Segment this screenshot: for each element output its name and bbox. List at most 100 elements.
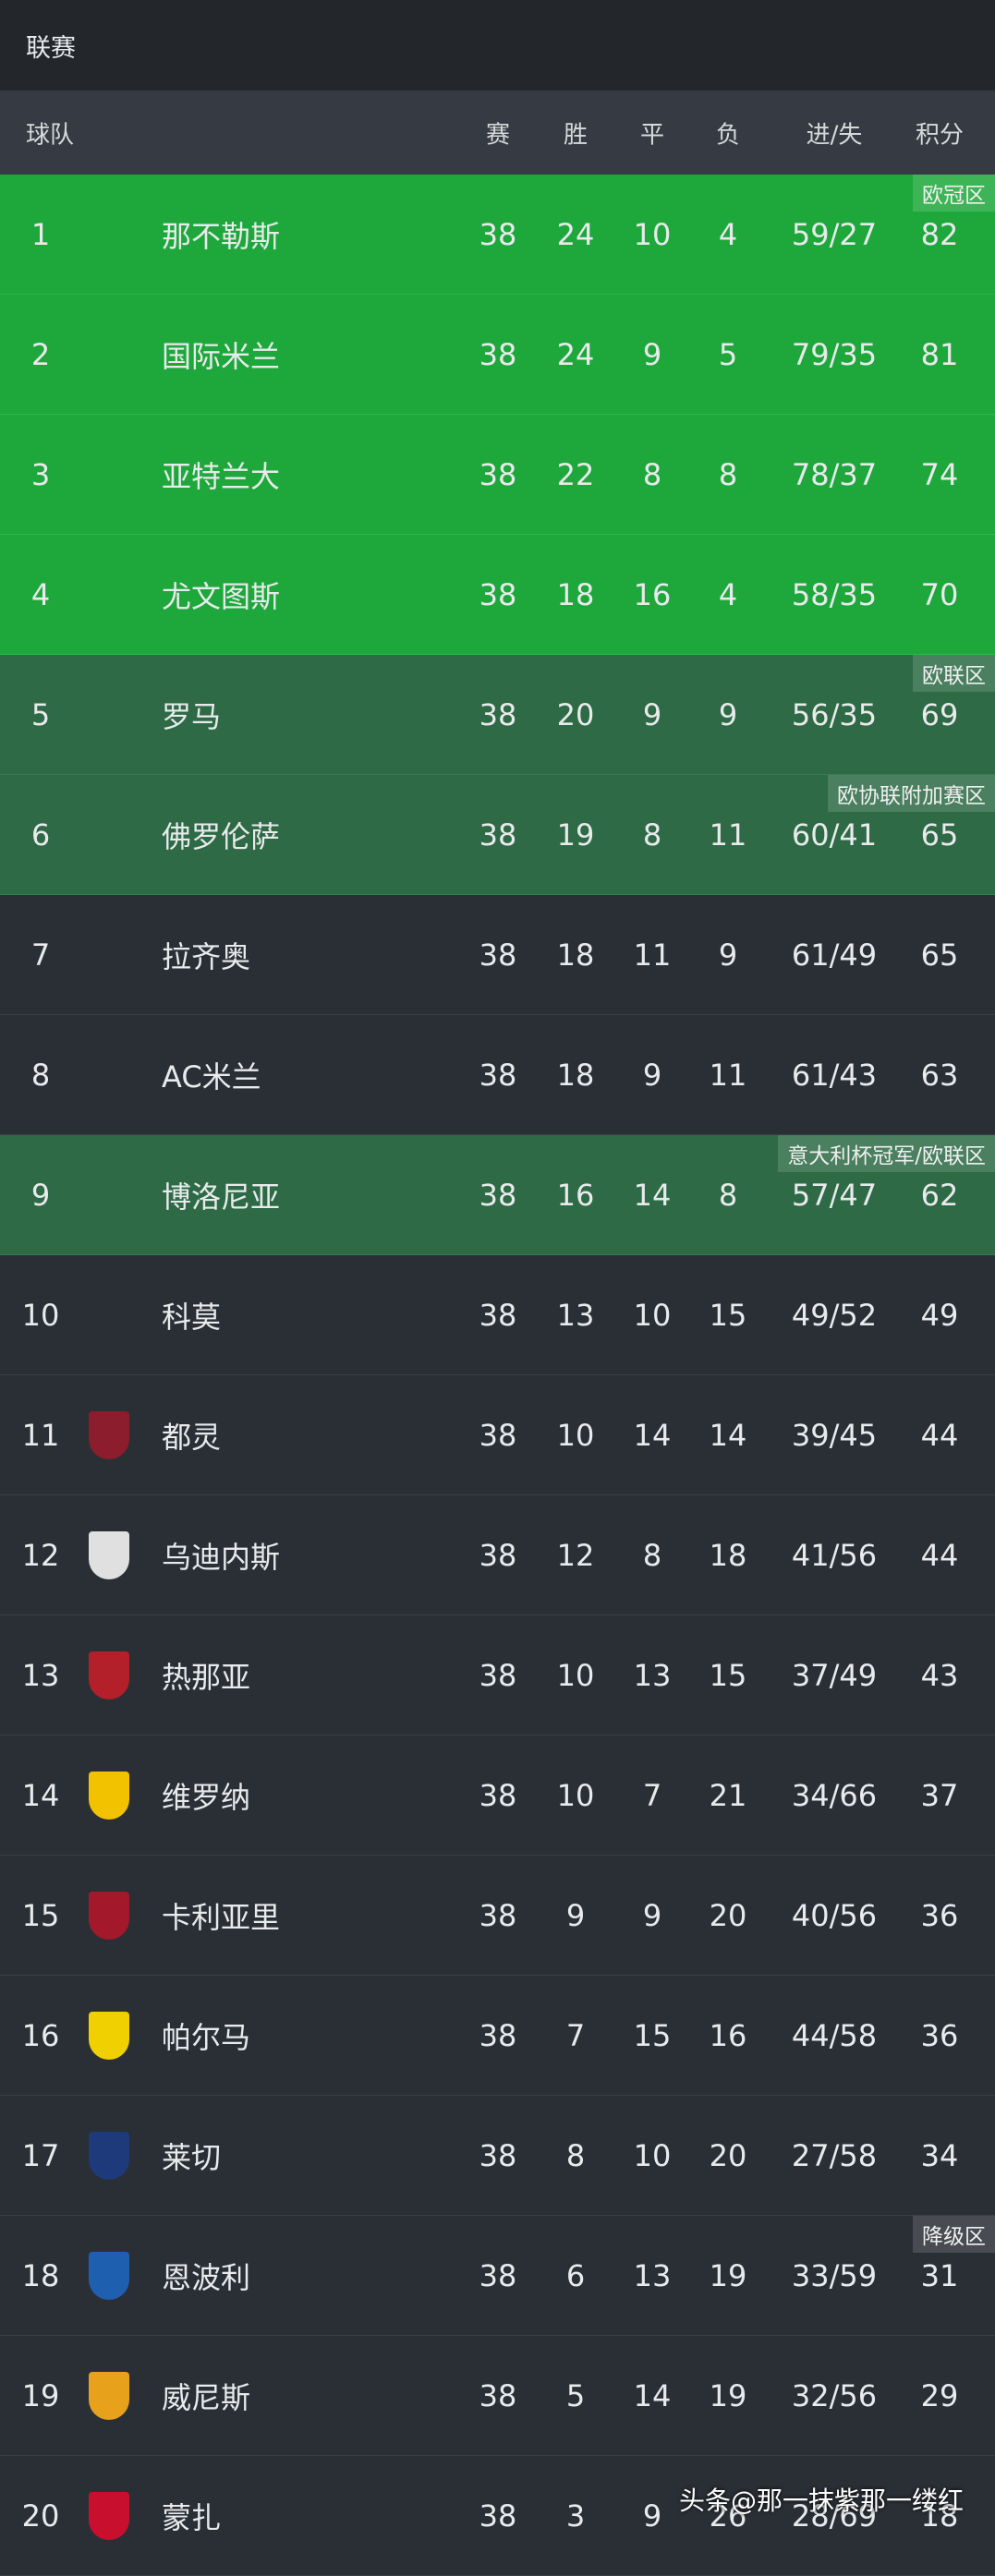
rank: 14	[21, 1777, 60, 1813]
stat-drawn: 13	[633, 2257, 672, 2293]
standings-row: 13 热那亚 38 10 13 15 37/49 43	[0, 1615, 995, 1735]
stat-lost: 9	[718, 696, 738, 732]
stat-lost: 4	[718, 576, 738, 612]
stat-drawn: 8	[642, 456, 662, 492]
standings-row: 11 都灵 38 10 14 14 39/45 44	[0, 1375, 995, 1495]
stat-points: 44	[920, 1537, 959, 1573]
stat-lost: 26	[709, 2497, 747, 2534]
stat-drawn: 11	[633, 937, 672, 973]
zone-label: 欧冠区	[913, 175, 995, 212]
team-name: 拉齐奥	[162, 938, 251, 974]
rank: 17	[21, 2137, 60, 2173]
rank: 12	[21, 1537, 60, 1573]
stat-lost: 21	[709, 1777, 747, 1813]
team-name: 科莫	[162, 1299, 222, 1335]
stat-goals: 27/58	[791, 2137, 878, 2173]
stat-won: 20	[556, 696, 595, 732]
team-name: 博洛尼亚	[162, 1179, 281, 1215]
stat-lost: 5	[718, 336, 738, 372]
stat-played: 38	[479, 1057, 517, 1093]
team-name: 佛罗伦萨	[162, 818, 281, 854]
stat-drawn: 14	[633, 1417, 672, 1453]
rank: 10	[21, 1297, 60, 1333]
stat-goals: 56/35	[791, 696, 878, 732]
stat-drawn: 16	[633, 576, 672, 612]
team-logo	[89, 1530, 129, 1579]
table-header: 球队 赛 胜 平 负 进/失 积分	[0, 91, 995, 175]
stat-played: 38	[479, 1777, 517, 1813]
stat-points: 18	[920, 2497, 959, 2534]
standings-row: 4 尤文图斯 38 18 16 4 58/35 70	[0, 535, 995, 655]
stat-goals: 37/49	[791, 1657, 878, 1693]
stat-goals: 40/56	[791, 1897, 878, 1933]
stat-goals: 34/66	[791, 1777, 878, 1813]
stat-points: 36	[920, 2017, 959, 2053]
stat-points: 29	[920, 2377, 959, 2413]
credit: 头条@那一抹紫那一缕红	[678, 2485, 964, 2516]
team-logo	[89, 2251, 129, 2300]
team-name: 那不勒斯	[162, 218, 281, 254]
league-title: 联赛	[26, 33, 76, 63]
team-logo	[89, 1891, 129, 1940]
standings-row: 5 罗马 38 20 9 9 56/35 69 欧联区	[0, 655, 995, 775]
stat-drawn: 10	[633, 2137, 672, 2173]
stat-goals: 60/41	[791, 816, 878, 853]
stat-won: 24	[556, 336, 595, 372]
stat-lost: 20	[709, 2137, 747, 2173]
column-header: 负	[715, 121, 741, 149]
stat-played: 38	[479, 2137, 517, 2173]
stat-lost: 11	[709, 1057, 747, 1093]
zone-label: 欧协联附加赛区	[828, 775, 995, 812]
team-name: 卡利亚里	[162, 1899, 281, 1935]
zone-label: 降级区	[913, 2216, 995, 2253]
stat-lost: 19	[709, 2377, 747, 2413]
stat-won: 9	[565, 1897, 586, 1933]
stat-goals: 79/35	[791, 336, 878, 372]
stat-points: 65	[920, 816, 959, 853]
team-logo	[89, 2131, 129, 2180]
stat-played: 38	[479, 216, 517, 252]
stat-played: 38	[479, 1177, 517, 1213]
stat-won: 5	[565, 2377, 586, 2413]
stat-won: 18	[556, 937, 595, 973]
column-header: 进/失	[806, 121, 863, 149]
stat-lost: 20	[709, 1897, 747, 1933]
stat-won: 13	[556, 1297, 595, 1333]
stat-lost: 18	[709, 1537, 747, 1573]
stat-points: 31	[920, 2257, 959, 2293]
stat-played: 38	[479, 576, 517, 612]
stat-points: 62	[920, 1177, 959, 1213]
rank: 7	[30, 937, 51, 973]
stat-won: 12	[556, 1537, 595, 1573]
team-name: 维罗纳	[162, 1779, 251, 1815]
stat-played: 38	[479, 456, 517, 492]
stat-won: 18	[556, 1057, 595, 1093]
stat-drawn: 9	[642, 336, 662, 372]
stat-points: 70	[920, 576, 959, 612]
rank: 3	[30, 456, 51, 492]
team-logo	[89, 1771, 129, 1820]
stat-goals: 49/52	[791, 1297, 878, 1333]
stat-points: 81	[920, 336, 959, 372]
stat-goals: 41/56	[791, 1537, 878, 1573]
stat-drawn: 10	[633, 216, 672, 252]
stat-played: 38	[479, 696, 517, 732]
team-name: 莱切	[162, 2139, 222, 2175]
stat-drawn: 9	[642, 696, 662, 732]
stat-points: 43	[920, 1657, 959, 1693]
rank: 1	[30, 216, 51, 252]
team-name: 都灵	[162, 1419, 222, 1455]
standings-row: 14 维罗纳 38 10 7 21 34/66 37	[0, 1735, 995, 1856]
stat-won: 3	[565, 2497, 586, 2534]
stat-drawn: 8	[642, 1537, 662, 1573]
stat-goals: 78/37	[791, 456, 878, 492]
team-logo	[89, 1651, 129, 1699]
rank: 4	[30, 576, 51, 612]
standings-row: 19 威尼斯 38 5 14 19 32/56 29	[0, 2336, 995, 2456]
team-name: 威尼斯	[162, 2379, 251, 2415]
stat-drawn: 10	[633, 1297, 672, 1333]
stat-won: 19	[556, 816, 595, 853]
stat-lost: 8	[718, 1177, 738, 1213]
stat-points: 36	[920, 1897, 959, 1933]
